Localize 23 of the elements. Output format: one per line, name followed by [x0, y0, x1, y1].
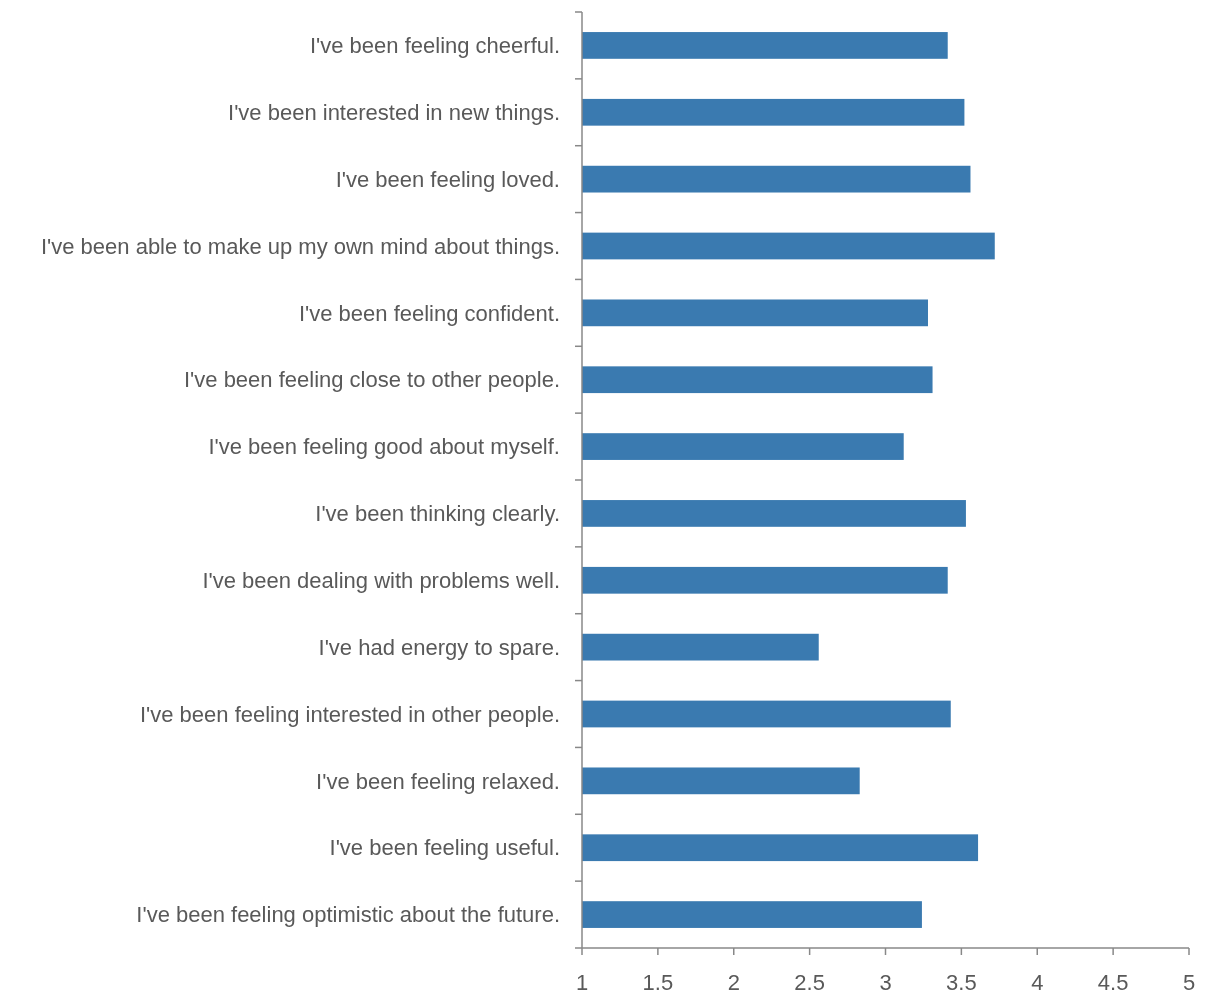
y-tick-label: I've been feeling useful.	[329, 835, 560, 861]
y-tick-label: I've been able to make up my own mind about things.	[40, 233, 560, 259]
x-tick-label: 2	[727, 970, 740, 995]
x-tick-label: 1.5	[642, 970, 674, 995]
y-tick-label: I've been feeling loved.	[335, 166, 560, 192]
x-tick-label: 5	[1182, 970, 1196, 995]
y-tick-label: I've been dealing with problems well.	[202, 567, 560, 593]
y-tick-label: I've been feeling interested in other people.	[139, 701, 560, 727]
x-tick-label: 3.5	[946, 970, 977, 995]
x-tick-label: 4	[1031, 970, 1044, 995]
y-tick-label: I've been feeling optimistic about the future.	[136, 902, 560, 928]
y-tick-label: I've been feeling close to other people.	[183, 367, 560, 393]
y-tick-label: I've been thinking clearly.	[315, 501, 560, 527]
x-tick-label: 2.5	[794, 970, 825, 995]
y-tick-label: I've been interested in new things.	[228, 99, 560, 125]
y-tick-label: I've been feeling relaxed.	[316, 768, 560, 794]
x-tick-label: 3	[879, 970, 892, 995]
y-tick-label: I've been feeling confident.	[298, 300, 560, 326]
x-tick-label: 1	[575, 970, 589, 995]
y-tick-label: I've had energy to spare.	[318, 634, 560, 660]
y-tick-label: I've been feeling cheerful.	[309, 33, 560, 59]
y-tick-label: I've been feeling good about myself.	[208, 434, 560, 460]
x-tick-label: 4.5	[1097, 970, 1129, 995]
